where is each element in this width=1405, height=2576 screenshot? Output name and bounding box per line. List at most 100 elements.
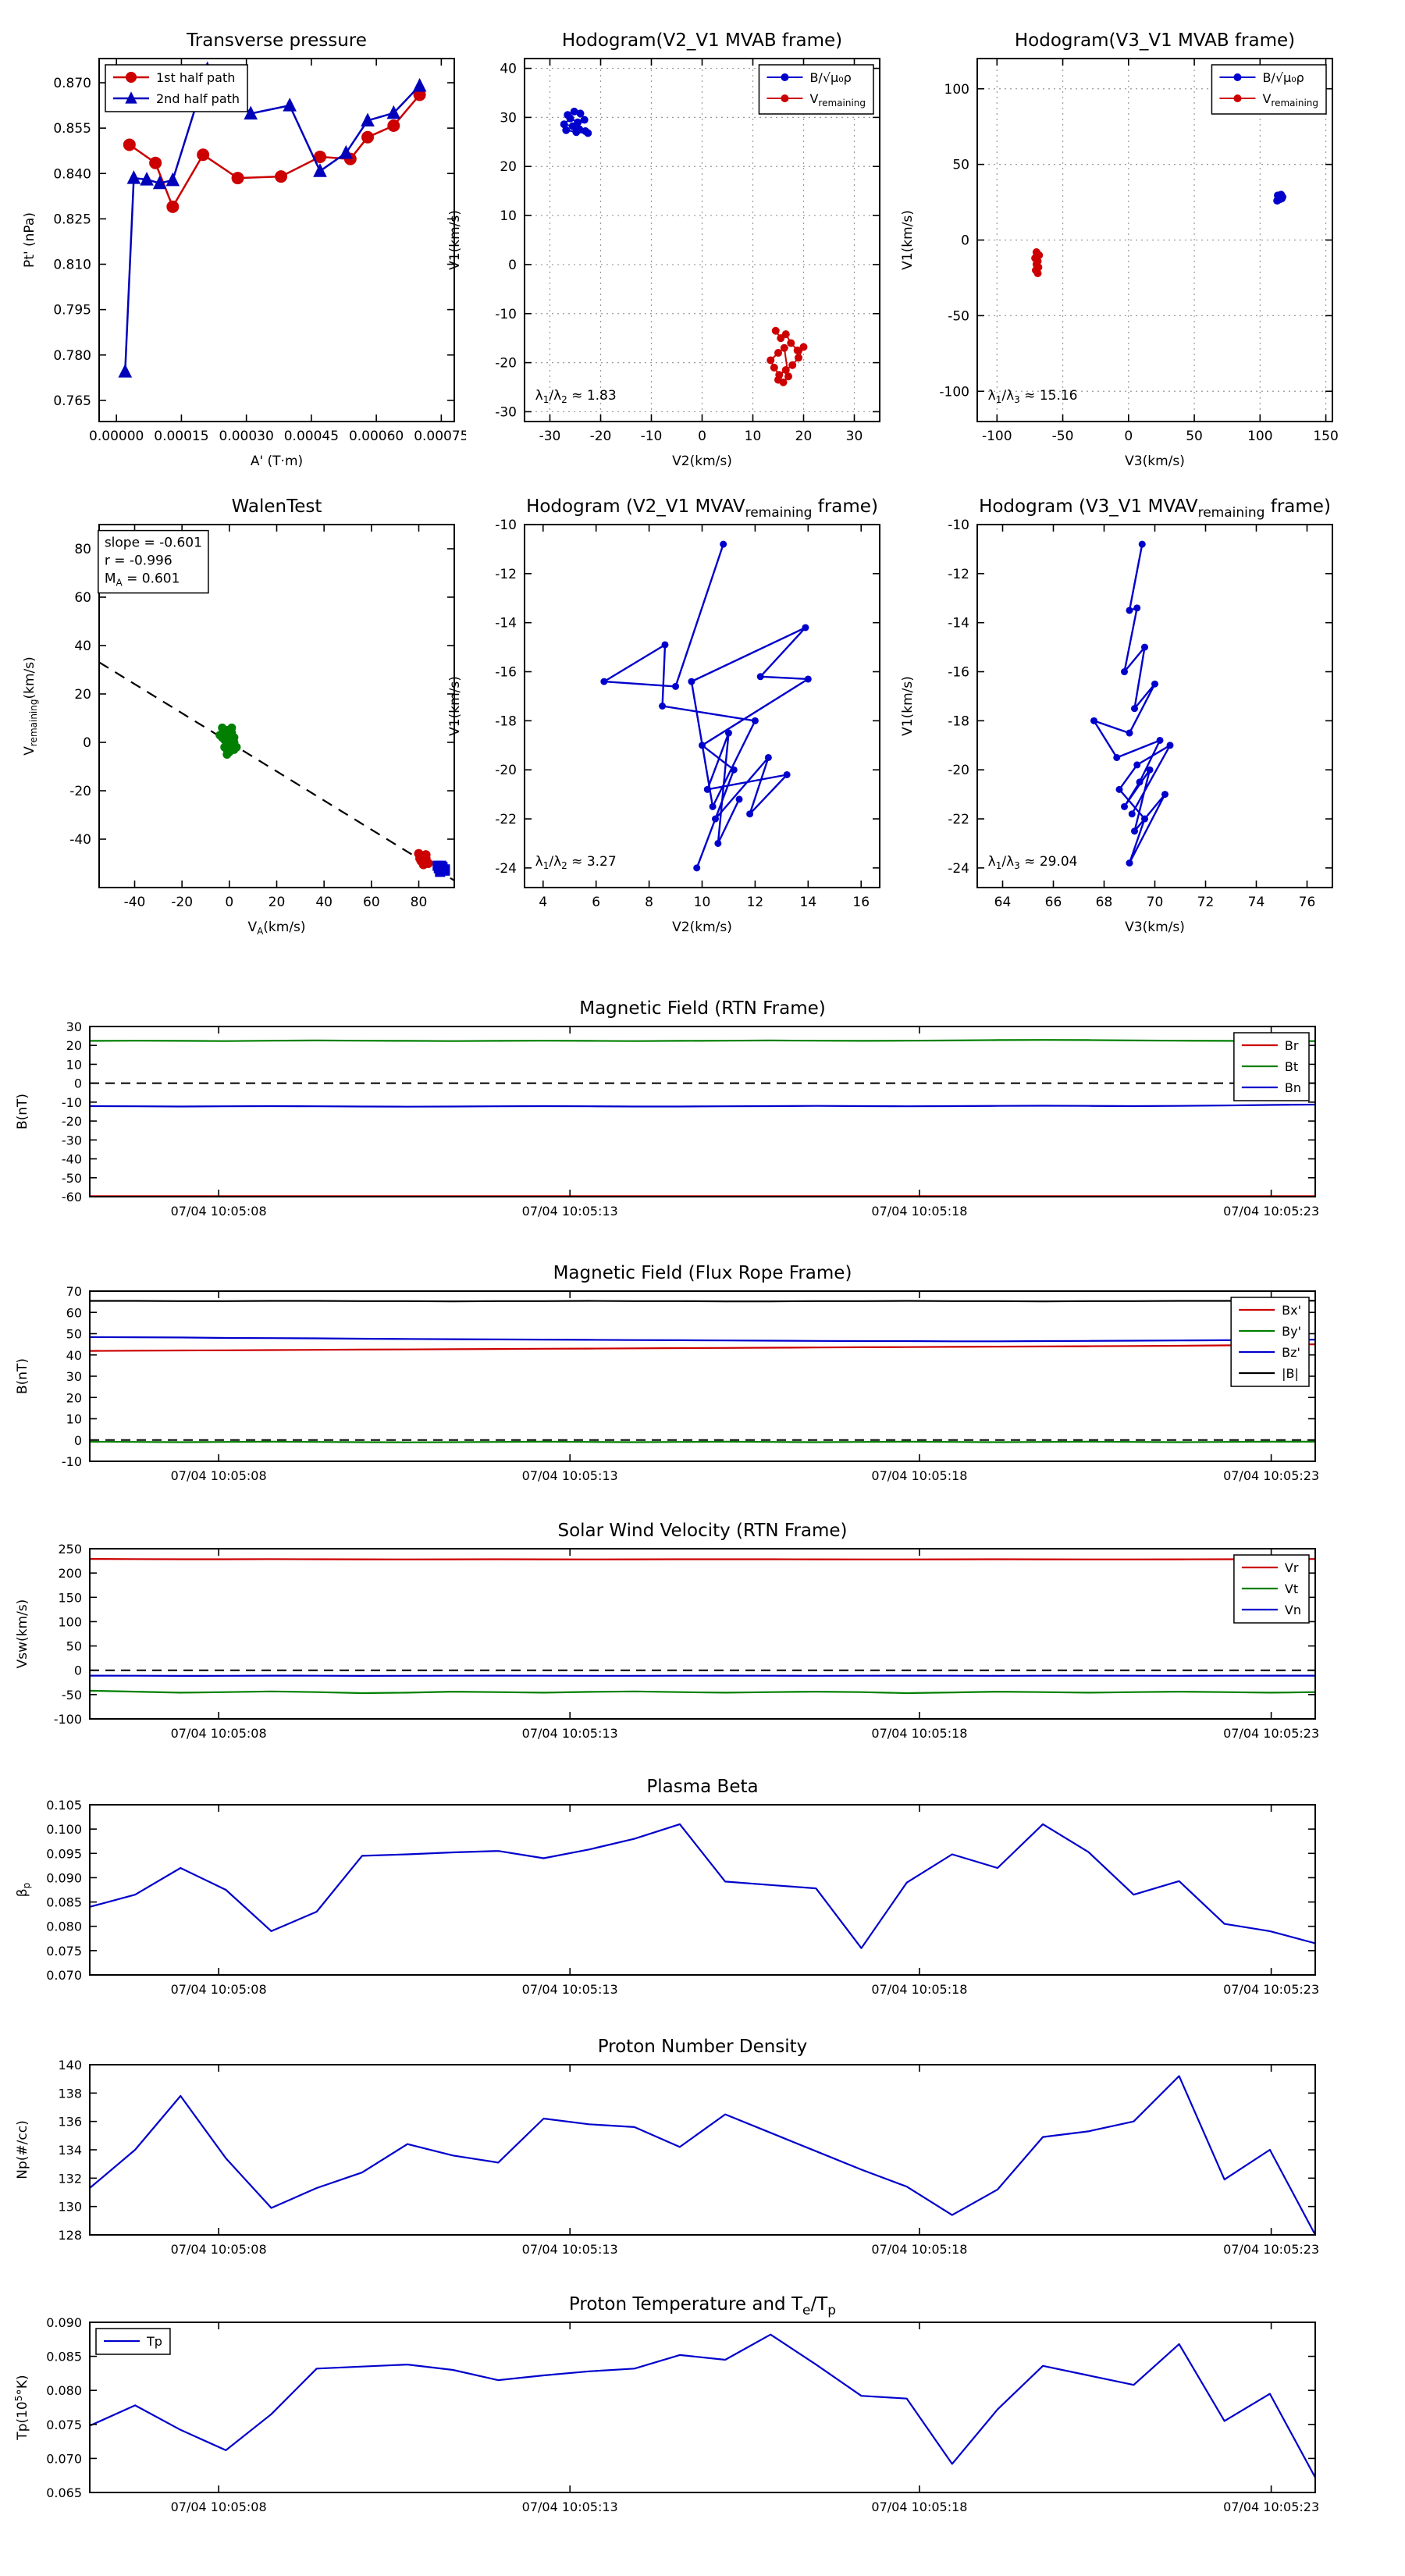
- chart-magnetic-field-rtn: 07/04 10:05:08 07/04 10:05:13 07/04 10:05:…: [0, 987, 1405, 1232]
- legend: Vr Vt Vn: [1233, 1554, 1310, 1624]
- svg-text:Bz': Bz': [1282, 1345, 1300, 1360]
- svg-text:07/04 10:05:13: 07/04 10:05:13: [522, 1468, 618, 1483]
- chart-proton-temperature: 07/04 10:05:08 07/04 10:05:13 07/04 10:05:…: [0, 2283, 1405, 2528]
- svg-text:07/04 10:05:23: 07/04 10:05:23: [1223, 1726, 1319, 1741]
- chart-transverse-pressure: 0.00000 0.00015 0.00030 0.00045 0.00060 0.000…: [13, 20, 469, 480]
- svg-text:0.00045: 0.00045: [284, 429, 339, 444]
- svg-text:07/04 10:05:18: 07/04 10:05:18: [871, 1468, 967, 1483]
- svg-text:50: 50: [1186, 429, 1203, 444]
- svg-text:-30: -30: [539, 429, 561, 444]
- legend: B/√μ₀ρ Vremaining: [1211, 64, 1327, 115]
- svg-text:74: 74: [1248, 895, 1265, 910]
- svg-text:20: 20: [500, 159, 517, 175]
- svg-text:-100: -100: [54, 1712, 82, 1727]
- svg-text:76: 76: [1299, 895, 1316, 910]
- chart-canvas: 07/04 10:05:08 07/04 10:05:13 07/04 10:05:…: [13, 2294, 1319, 2514]
- svg-text:0.085: 0.085: [46, 2350, 82, 2364]
- svg-text:-10: -10: [62, 1095, 82, 1110]
- y-axis-label: V1(km/s): [447, 210, 463, 270]
- svg-text:07/04 10:05:13: 07/04 10:05:13: [522, 2242, 618, 2257]
- chart-hodogram-v2v1-mvab: -30 -20 -10 0 10 20 30 -30 -20 -10 0 10 20 30 40 Hodogr…: [439, 20, 891, 480]
- svg-text:-10: -10: [495, 518, 517, 533]
- svg-text:-12: -12: [495, 567, 517, 582]
- y-axis-label: Vsw(km/s): [15, 1599, 30, 1669]
- svg-text:07/04 10:05:23: 07/04 10:05:23: [1223, 2500, 1319, 2514]
- svg-text:0: 0: [961, 233, 969, 249]
- svg-text:07/04 10:05:18: 07/04 10:05:18: [871, 1726, 967, 1741]
- svg-text:-50: -50: [948, 308, 969, 324]
- svg-text:0.070: 0.070: [46, 1968, 82, 1983]
- svg-text:-22: -22: [948, 812, 969, 827]
- svg-text:07/04 10:05:18: 07/04 10:05:18: [871, 1982, 967, 1997]
- chart-title: Hodogram (V2_V1 MVAVremaining frame): [526, 496, 878, 521]
- svg-text:Vt: Vt: [1285, 1582, 1298, 1596]
- svg-text:0: 0: [1124, 429, 1133, 444]
- svg-text:0.765: 0.765: [53, 393, 91, 409]
- svg-text:0.075: 0.075: [46, 2418, 82, 2432]
- svg-text:B/√μ₀ρ: B/√μ₀ρ: [1262, 70, 1304, 85]
- svg-text:200: 200: [58, 1566, 82, 1581]
- svg-text:6: 6: [592, 895, 600, 910]
- svg-text:0.090: 0.090: [46, 1870, 82, 1885]
- svg-text:-12: -12: [948, 567, 969, 582]
- svg-text:-10: -10: [641, 429, 663, 444]
- svg-text:60: 60: [66, 1305, 82, 1320]
- svg-text:0.780: 0.780: [53, 348, 91, 364]
- svg-text:-10: -10: [62, 1454, 82, 1469]
- svg-text:07/04 10:05:08: 07/04 10:05:08: [171, 2500, 267, 2514]
- chart-canvas: 07/04 10:05:08 07/04 10:05:13 07/04 10:05:…: [15, 1521, 1319, 1741]
- svg-text:40: 40: [500, 62, 517, 77]
- svg-text:150: 150: [58, 1590, 82, 1605]
- svg-text:slope = -0.601: slope = -0.601: [105, 535, 202, 551]
- chart-title: Magnetic Field (RTN Frame): [579, 998, 826, 1019]
- svg-text:128: 128: [58, 2228, 82, 2243]
- svg-text:60: 60: [363, 895, 380, 910]
- svg-text:-40: -40: [124, 895, 146, 910]
- svg-text:07/04 10:05:23: 07/04 10:05:23: [1223, 2242, 1319, 2257]
- svg-text:64: 64: [994, 895, 1012, 910]
- chart-canvas: -30 -20 -10 0 10 20 30 -30 -20 -10 0 10 20 30 40 Hodogr…: [447, 30, 880, 469]
- svg-text:-20: -20: [948, 763, 969, 778]
- svg-text:Bn: Bn: [1285, 1080, 1301, 1095]
- chart-title: Plasma Beta: [646, 1777, 758, 1797]
- svg-text:10: 10: [745, 429, 762, 444]
- svg-text:0.00000: 0.00000: [89, 429, 144, 444]
- svg-text:Tp: Tp: [146, 2334, 162, 2349]
- legend: Bx' By' Bz' |B|: [1230, 1297, 1310, 1387]
- svg-text:-14: -14: [948, 616, 969, 632]
- svg-text:0.075: 0.075: [46, 1944, 82, 1959]
- chart-proton-number-density: 07/04 10:05:08 07/04 10:05:13 07/04 10:05:…: [0, 2026, 1405, 2270]
- svg-text:60: 60: [74, 590, 91, 606]
- svg-text:0.00015: 0.00015: [154, 429, 208, 444]
- svg-text:Vn: Vn: [1285, 1603, 1301, 1617]
- annotation-box: slope = -0.601 r = -0.996 MA = 0.601: [98, 529, 209, 594]
- svg-text:0: 0: [74, 1433, 82, 1448]
- chart-title: Proton Temperature and Te/Tp: [569, 2294, 836, 2318]
- chart-hodogram-v3v1-mvav: 64 66 68 70 72 74 76 -24 -22 -20 -18 -16 -14 -12 -10 Ho…: [891, 486, 1344, 946]
- svg-text:0.825: 0.825: [53, 212, 91, 227]
- svg-text:250: 250: [58, 1542, 82, 1557]
- svg-text:0.080: 0.080: [46, 1920, 82, 1934]
- svg-text:07/04 10:05:13: 07/04 10:05:13: [522, 1982, 618, 1997]
- y-axis-label: Tp(105°K): [13, 2375, 30, 2440]
- y-axis-label: Vremaining(km/s): [22, 656, 39, 756]
- chart-canvas: 07/04 10:05:08 07/04 10:05:13 07/04 10:05:…: [15, 2037, 1319, 2257]
- chart-title: Hodogram(V2_V1 MVAB frame): [562, 30, 842, 51]
- chart-canvas: -100 -50 0 50 100 150 -100 -50 0 50 100 Hodogram(V3…: [900, 30, 1339, 469]
- chart-plasma-beta: 07/04 10:05:08 07/04 10:05:13 07/04 10:05:…: [0, 1766, 1405, 2010]
- svg-text:12: 12: [747, 895, 764, 910]
- svg-text:136: 136: [58, 2115, 82, 2129]
- svg-text:-30: -30: [62, 1133, 82, 1147]
- svg-text:134: 134: [58, 2143, 82, 2158]
- svg-text:0.00060: 0.00060: [349, 429, 404, 444]
- svg-text:10: 10: [66, 1057, 82, 1072]
- svg-text:07/04 10:05:18: 07/04 10:05:18: [871, 2242, 967, 2257]
- svg-text:07/04 10:05:13: 07/04 10:05:13: [522, 2500, 618, 2514]
- svg-text:20: 20: [66, 1390, 82, 1405]
- legend: 1st half path 2nd half path: [105, 64, 248, 112]
- svg-text:-16: -16: [948, 665, 969, 681]
- svg-text:20: 20: [74, 687, 91, 703]
- chart-hodogram-v2v1-mvav: 4 6 8 10 12 14 16 -24 -22 -20 -18 -16 -14 -12 -10 Hodog…: [439, 486, 891, 946]
- svg-text:72: 72: [1197, 895, 1215, 910]
